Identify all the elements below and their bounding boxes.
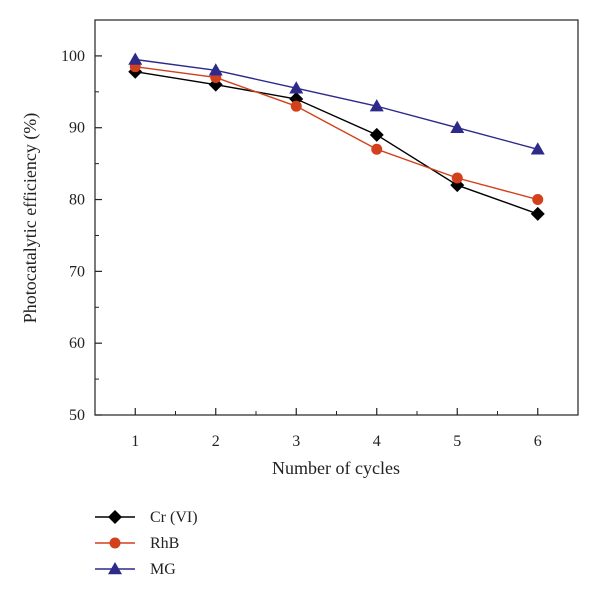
data-point [530, 206, 545, 221]
x-tick-label: 6 [534, 433, 542, 450]
data-point [371, 143, 383, 155]
legend-marker [108, 510, 122, 524]
series-line [135, 58, 538, 150]
y-axis-label: Photocatalytic efficiency (%) [20, 113, 41, 324]
legend-label: Cr (VI) [150, 509, 198, 526]
legend-item: MG [95, 561, 176, 578]
data-point [369, 99, 384, 112]
legend-marker [109, 537, 121, 549]
data-point [369, 127, 384, 142]
series-rhb [129, 61, 544, 206]
series-line [135, 71, 538, 215]
x-tick-label: 4 [373, 433, 381, 450]
y-tick-label: 90 [69, 120, 85, 137]
x-axis-label: Number of cycles [272, 458, 400, 478]
y-tick-label: 50 [69, 407, 85, 424]
data-point [451, 172, 463, 184]
series-cr-vi [128, 64, 545, 221]
data-point [532, 194, 544, 206]
y-tick-label: 60 [69, 335, 85, 352]
legend-label: RhB [150, 535, 179, 552]
y-tick-label: 70 [69, 263, 85, 280]
plot-frame [94, 19, 579, 416]
data-point [128, 52, 143, 65]
data-point [289, 81, 304, 94]
data-point [530, 142, 545, 155]
data-point [290, 100, 302, 112]
x-tick-label: 3 [292, 433, 300, 450]
data-point [208, 63, 223, 76]
legend-label: MG [150, 561, 176, 578]
series-mg [128, 52, 545, 155]
x-tick-label: 2 [212, 433, 220, 450]
data-point [450, 120, 465, 133]
y-axis: 50 60 70 80 90 100 [61, 48, 102, 424]
series-layer [128, 52, 545, 221]
legend-marker [108, 562, 122, 575]
legend: Cr (VI) RhB MG [95, 509, 198, 578]
x-axis: 1 2 3 4 5 6 [94, 408, 579, 450]
x-tick-label: 1 [131, 433, 139, 450]
legend-item: Cr (VI) [95, 509, 198, 526]
series-line [135, 65, 538, 201]
legend-item: RhB [95, 535, 179, 552]
x-tick-label: 5 [453, 433, 461, 450]
y-tick-label: 80 [69, 192, 85, 209]
y-tick-label: 100 [61, 48, 85, 65]
